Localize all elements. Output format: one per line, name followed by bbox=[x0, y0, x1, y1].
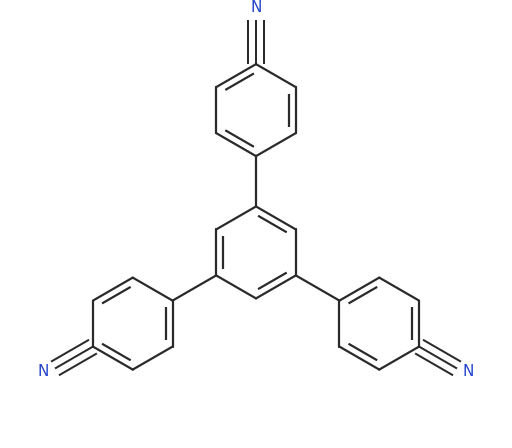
Text: N: N bbox=[38, 364, 49, 379]
Text: N: N bbox=[250, 0, 262, 15]
Text: N: N bbox=[463, 364, 474, 379]
